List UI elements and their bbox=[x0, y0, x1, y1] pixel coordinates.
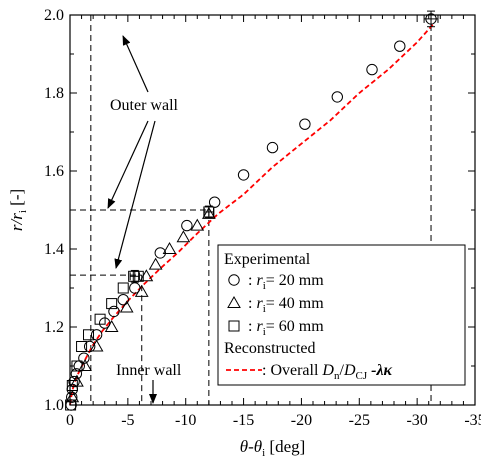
legend-var: r bbox=[256, 318, 263, 335]
x-tick-label: 0 bbox=[66, 412, 74, 429]
x-axis-title-var: θ-θ bbox=[240, 437, 262, 456]
axes-layer: 0 -5 -10 -15 -20 -25 -30 -35 1.0 1.2 1.4 1.6 1.8 2.0 θ… bbox=[7, 7, 481, 459]
legend-title: Experimental bbox=[224, 251, 311, 268]
legend-prefix: : Overall bbox=[262, 362, 322, 379]
y-axis-title-unit: [-] bbox=[7, 189, 26, 210]
legend-suffix: = 20 mm bbox=[266, 272, 324, 289]
circle-marker bbox=[394, 40, 406, 52]
circle-marker bbox=[154, 247, 166, 259]
legend-entry-text: : ri= 40 mm bbox=[248, 295, 324, 315]
circle-marker bbox=[78, 352, 90, 364]
x-tick-label: -20 bbox=[291, 412, 312, 429]
inner-wall-label: Inner wall bbox=[116, 362, 182, 379]
legend-prefix: : bbox=[248, 272, 256, 289]
square-marker bbox=[76, 341, 88, 352]
legend: Experimental: ri= 20 mm: ri= 40 mm: ri= … bbox=[217, 244, 466, 386]
x-tick-label: -25 bbox=[349, 412, 370, 429]
y-tick-label: 1.0 bbox=[44, 397, 64, 414]
x-axis-title-unit: [deg] bbox=[265, 437, 305, 456]
x-tick-label: -35 bbox=[464, 412, 481, 429]
triangle-marker bbox=[190, 218, 205, 231]
triangle-marker bbox=[65, 390, 80, 403]
circle-marker bbox=[68, 375, 80, 388]
circle-marker bbox=[237, 169, 250, 181]
legend-prefix: : bbox=[248, 318, 256, 335]
circle-marker bbox=[366, 63, 378, 76]
legend-suffix: = 40 mm bbox=[266, 295, 324, 312]
legend-reconstructed-title: Reconstructed bbox=[224, 340, 316, 357]
legend-box bbox=[217, 244, 466, 386]
legend-sub: CJ bbox=[356, 370, 368, 382]
x-tick-label: -5 bbox=[121, 412, 134, 429]
square-marker bbox=[66, 380, 78, 391]
legend-circle-marker bbox=[228, 274, 240, 286]
y-tick-label: 1.4 bbox=[44, 241, 64, 258]
legend-square-marker bbox=[228, 320, 240, 332]
y-tick-label: 1.6 bbox=[44, 163, 64, 180]
legend-suffix: = 60 mm bbox=[266, 318, 324, 335]
triangle-marker bbox=[104, 319, 119, 332]
square-marker bbox=[117, 282, 129, 294]
square-marker bbox=[94, 313, 106, 325]
legend-slash: / bbox=[339, 362, 344, 379]
legend-curve-text: : Overall Dn/DCJ -λκ bbox=[262, 362, 393, 382]
legend-var: D bbox=[321, 362, 334, 379]
legend-entry-text: : ri= 60 mm bbox=[248, 318, 324, 338]
legend-triangle-marker bbox=[227, 295, 241, 308]
x-tick-label: -10 bbox=[175, 412, 196, 429]
legend-sub: i bbox=[263, 303, 266, 315]
circle-marker bbox=[331, 91, 343, 103]
circle-marker bbox=[108, 305, 120, 318]
triangle-marker bbox=[134, 284, 149, 297]
square-marker bbox=[83, 329, 95, 341]
reconstructed-curve bbox=[69, 22, 436, 406]
legend-prefix: : bbox=[248, 295, 256, 312]
circle-marker bbox=[266, 141, 279, 154]
legend-var: r bbox=[256, 272, 263, 289]
legend-tail: -λκ bbox=[367, 362, 392, 379]
outer-wall-arrow bbox=[122, 35, 149, 93]
y-axis-title-var: r/r bbox=[7, 213, 26, 231]
reconstructed-curve-layer bbox=[69, 22, 436, 406]
triangle-marker bbox=[89, 339, 104, 352]
circle-marker bbox=[208, 196, 221, 208]
legend-entry-text: : ri= 20 mm bbox=[248, 272, 324, 292]
circle-marker bbox=[299, 118, 311, 130]
outer-wall-arrow bbox=[114, 120, 156, 269]
y-tick-label: 1.2 bbox=[44, 319, 64, 336]
data-points-layer bbox=[65, 10, 439, 411]
x-axis-title-sub: i bbox=[262, 447, 265, 459]
y-tick-label: 2.0 bbox=[44, 7, 64, 24]
circle-marker bbox=[181, 219, 193, 232]
y-tick-label: 1.8 bbox=[44, 85, 64, 102]
triangle-marker bbox=[119, 300, 134, 313]
triangle-marker bbox=[201, 206, 216, 219]
triangle-marker bbox=[176, 230, 191, 243]
y-axis-title: r/ri [-] bbox=[7, 189, 29, 231]
legend-var: D bbox=[343, 362, 356, 379]
square-marker bbox=[106, 298, 118, 310]
circle-marker bbox=[117, 294, 129, 306]
x-tick-label: -30 bbox=[406, 412, 427, 429]
y-axis-title-sub: i bbox=[17, 210, 29, 213]
legend-sub: i bbox=[263, 326, 266, 338]
x-axis-title: θ-θi [deg] bbox=[240, 437, 306, 459]
circle-marker bbox=[83, 340, 96, 353]
circle-marker bbox=[70, 368, 83, 380]
annotations-layer: Outer wall Inner wall bbox=[107, 35, 182, 404]
x-tick-label: -15 bbox=[233, 412, 254, 429]
outer-wall-label: Outer wall bbox=[110, 97, 179, 114]
outer-wall-arrow bbox=[107, 120, 149, 209]
triangle-marker bbox=[148, 257, 163, 270]
legend-sub: n bbox=[334, 370, 340, 382]
legend-var: r bbox=[256, 295, 263, 312]
legend-sub: i bbox=[263, 280, 266, 292]
triangle-marker bbox=[162, 241, 177, 254]
